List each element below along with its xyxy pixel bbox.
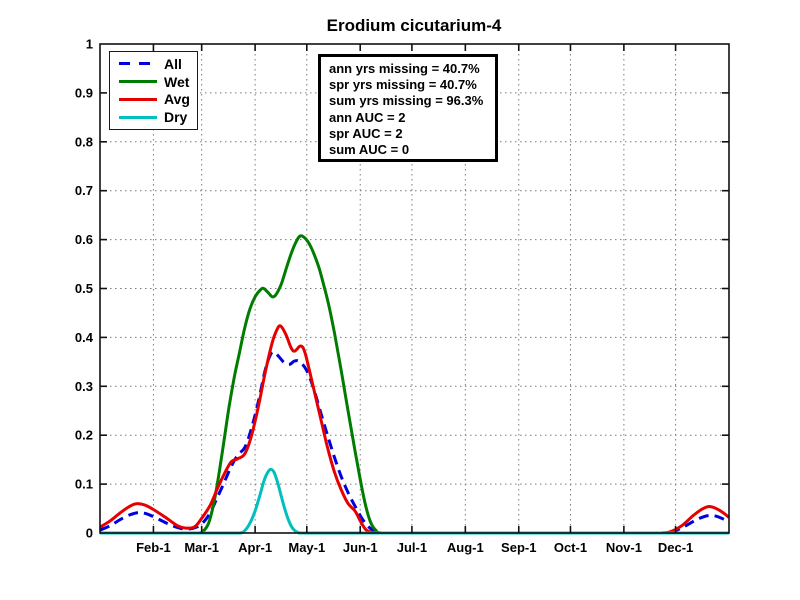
series-line-avg [99, 324, 730, 535]
legend-line-sample-all [119, 62, 157, 66]
x-tick-label: Sep-1 [501, 540, 536, 555]
y-tick-label: 0.7 [75, 183, 93, 198]
x-tick-label: Feb-1 [136, 540, 171, 555]
annotation-line: sum yrs missing = 96.3% [329, 93, 484, 109]
annotation-line: ann yrs missing = 40.7% [329, 61, 480, 76]
y-tick-label: 0.4 [75, 330, 94, 345]
annotation-line: spr yrs missing = 40.7% [329, 77, 477, 93]
series-line-dry [100, 467, 729, 535]
y-tick-label: 0.6 [75, 232, 93, 247]
axis-box-and-ticks [99, 43, 730, 534]
legend-label: Avg [164, 91, 190, 108]
x-tick-label: Mar-1 [184, 540, 219, 555]
y-tick-label: 0.1 [75, 477, 93, 492]
y-tick-label: 0.3 [75, 379, 93, 394]
annotation-line: spr AUC = 2 [329, 125, 403, 141]
x-tick-label: Nov-1 [606, 540, 642, 555]
data-series [99, 234, 730, 535]
y-tick-label: 0.2 [75, 428, 93, 443]
legend-line-sample-dry [119, 115, 157, 119]
legend-item-wet: Wet [119, 75, 197, 89]
annotation-box: ann yrs missing = 40.7% spr yrs missing … [318, 54, 498, 162]
x-tick-label: Oct-1 [554, 540, 587, 555]
y-tick-label: 0.5 [75, 281, 93, 296]
y-tick-label: 0.9 [75, 85, 93, 100]
y-tick-label: 0.8 [75, 134, 93, 149]
legend-label: Wet [164, 73, 190, 90]
x-tick-label: Dec-1 [658, 540, 693, 555]
x-tick-label: Jul-1 [397, 540, 427, 555]
legend-line-sample-wet [119, 80, 157, 84]
chart-title: Erodium cicutarium-4 [327, 16, 502, 35]
series-line-wet [100, 234, 729, 535]
legend-line-sample-avg [119, 97, 157, 101]
annotation-line: sum AUC = 0 [329, 142, 410, 158]
legend-item-dry: Dry [119, 110, 197, 124]
annotation-line: ann AUC = 2 [329, 109, 406, 125]
tick-labels: Feb-1 Mar-1 Apr-1 May-1 Jun-1 Jul-1 Aug-1 Sep-1… [75, 37, 693, 556]
x-tick-label: May-1 [288, 540, 325, 555]
x-tick-label: Aug-1 [447, 540, 484, 555]
legend-label: All [164, 55, 182, 72]
x-tick-label: Apr-1 [238, 540, 272, 555]
legend-item-all: All [119, 57, 197, 71]
legend-item-avg: Avg [119, 92, 197, 106]
x-tick-label: Jun-1 [343, 540, 378, 555]
y-tick-label: 0 [86, 526, 93, 541]
legend: All Wet Avg Dry [109, 51, 198, 130]
series-line-all [99, 350, 730, 535]
legend-label: Dry [164, 109, 188, 126]
y-tick-label: 1 [86, 37, 93, 52]
